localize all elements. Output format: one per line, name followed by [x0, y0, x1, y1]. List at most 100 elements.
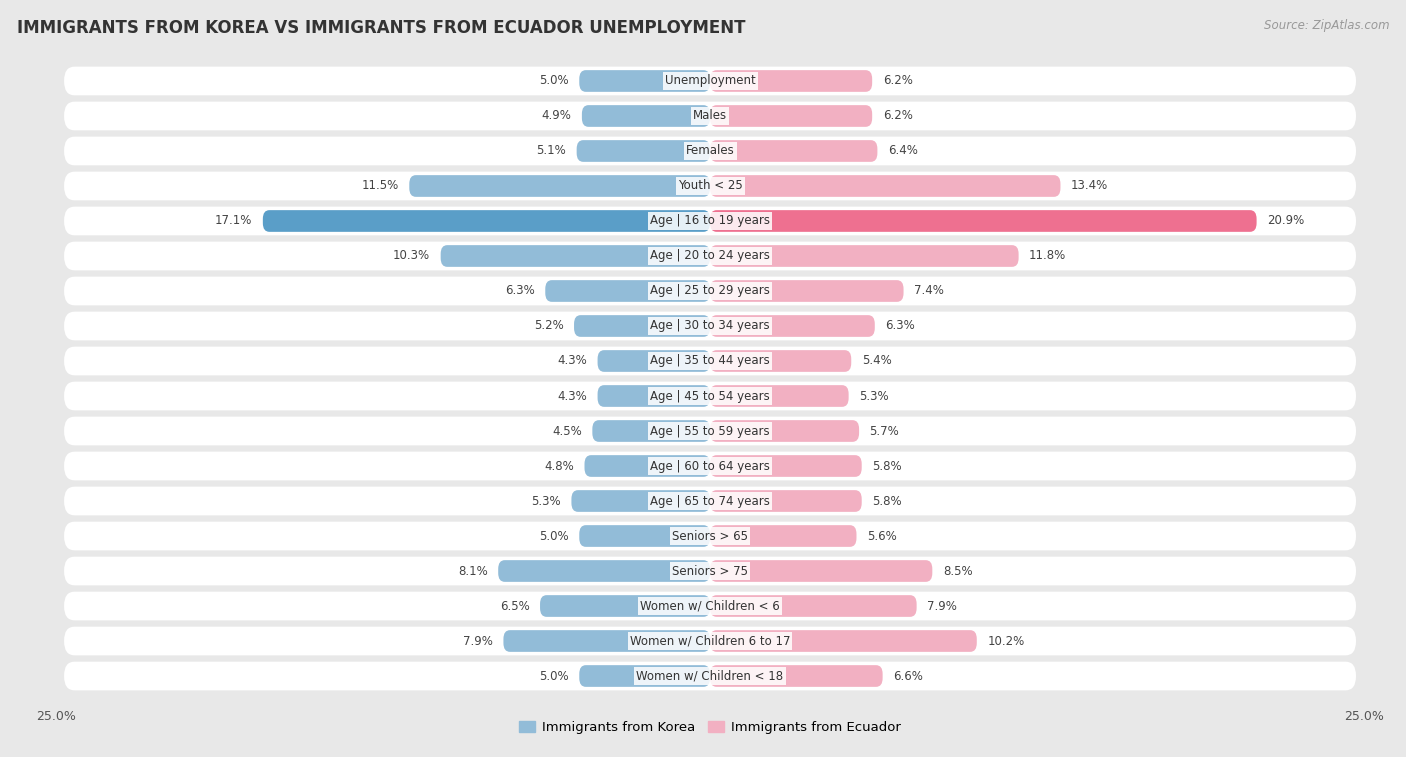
- FancyBboxPatch shape: [65, 312, 1355, 341]
- FancyBboxPatch shape: [65, 452, 1355, 481]
- Text: 7.4%: 7.4%: [914, 285, 943, 298]
- FancyBboxPatch shape: [65, 662, 1355, 690]
- FancyBboxPatch shape: [582, 105, 710, 127]
- FancyBboxPatch shape: [576, 140, 710, 162]
- FancyBboxPatch shape: [65, 241, 1355, 270]
- Text: 5.0%: 5.0%: [538, 669, 569, 683]
- Text: Source: ZipAtlas.com: Source: ZipAtlas.com: [1264, 19, 1389, 32]
- FancyBboxPatch shape: [65, 172, 1355, 201]
- FancyBboxPatch shape: [710, 595, 917, 617]
- FancyBboxPatch shape: [710, 140, 877, 162]
- FancyBboxPatch shape: [592, 420, 710, 442]
- FancyBboxPatch shape: [574, 315, 710, 337]
- Text: 4.8%: 4.8%: [544, 459, 574, 472]
- FancyBboxPatch shape: [65, 137, 1355, 165]
- FancyBboxPatch shape: [598, 350, 710, 372]
- FancyBboxPatch shape: [409, 175, 710, 197]
- FancyBboxPatch shape: [65, 487, 1355, 516]
- Text: Women w/ Children < 6: Women w/ Children < 6: [640, 600, 780, 612]
- FancyBboxPatch shape: [710, 665, 883, 687]
- FancyBboxPatch shape: [540, 595, 710, 617]
- Text: 11.5%: 11.5%: [361, 179, 399, 192]
- Text: 4.3%: 4.3%: [557, 354, 588, 367]
- Text: 5.4%: 5.4%: [862, 354, 891, 367]
- Legend: Immigrants from Korea, Immigrants from Ecuador: Immigrants from Korea, Immigrants from E…: [515, 716, 905, 740]
- Text: Age | 45 to 54 years: Age | 45 to 54 years: [650, 390, 770, 403]
- FancyBboxPatch shape: [579, 665, 710, 687]
- Text: Age | 16 to 19 years: Age | 16 to 19 years: [650, 214, 770, 228]
- FancyBboxPatch shape: [710, 385, 849, 407]
- Text: Age | 55 to 59 years: Age | 55 to 59 years: [650, 425, 770, 438]
- FancyBboxPatch shape: [65, 556, 1355, 585]
- Text: Age | 20 to 24 years: Age | 20 to 24 years: [650, 250, 770, 263]
- FancyBboxPatch shape: [65, 67, 1355, 95]
- Text: 7.9%: 7.9%: [463, 634, 494, 647]
- FancyBboxPatch shape: [710, 630, 977, 652]
- Text: 17.1%: 17.1%: [215, 214, 253, 228]
- Text: 5.8%: 5.8%: [872, 494, 901, 507]
- FancyBboxPatch shape: [65, 382, 1355, 410]
- FancyBboxPatch shape: [710, 420, 859, 442]
- Text: Women w/ Children < 18: Women w/ Children < 18: [637, 669, 783, 683]
- FancyBboxPatch shape: [65, 101, 1355, 130]
- FancyBboxPatch shape: [710, 105, 872, 127]
- Text: 4.9%: 4.9%: [541, 110, 571, 123]
- Text: 5.3%: 5.3%: [531, 494, 561, 507]
- FancyBboxPatch shape: [571, 490, 710, 512]
- FancyBboxPatch shape: [710, 350, 851, 372]
- FancyBboxPatch shape: [710, 315, 875, 337]
- FancyBboxPatch shape: [65, 276, 1355, 305]
- FancyBboxPatch shape: [585, 455, 710, 477]
- Text: 8.5%: 8.5%: [943, 565, 973, 578]
- Text: 10.3%: 10.3%: [394, 250, 430, 263]
- FancyBboxPatch shape: [65, 347, 1355, 375]
- Text: Females: Females: [686, 145, 734, 157]
- Text: 11.8%: 11.8%: [1029, 250, 1066, 263]
- Text: 5.7%: 5.7%: [869, 425, 900, 438]
- Text: 6.2%: 6.2%: [883, 74, 912, 88]
- Text: 7.9%: 7.9%: [927, 600, 957, 612]
- FancyBboxPatch shape: [710, 560, 932, 582]
- FancyBboxPatch shape: [710, 210, 1257, 232]
- Text: 6.3%: 6.3%: [505, 285, 534, 298]
- FancyBboxPatch shape: [65, 522, 1355, 550]
- Text: 4.5%: 4.5%: [553, 425, 582, 438]
- FancyBboxPatch shape: [65, 592, 1355, 620]
- FancyBboxPatch shape: [710, 280, 904, 302]
- Text: 4.3%: 4.3%: [557, 390, 588, 403]
- FancyBboxPatch shape: [263, 210, 710, 232]
- Text: 5.6%: 5.6%: [868, 529, 897, 543]
- FancyBboxPatch shape: [546, 280, 710, 302]
- FancyBboxPatch shape: [710, 175, 1060, 197]
- FancyBboxPatch shape: [65, 207, 1355, 235]
- Text: Unemployment: Unemployment: [665, 74, 755, 88]
- Text: 13.4%: 13.4%: [1071, 179, 1108, 192]
- Text: 20.9%: 20.9%: [1267, 214, 1305, 228]
- FancyBboxPatch shape: [503, 630, 710, 652]
- Text: Age | 60 to 64 years: Age | 60 to 64 years: [650, 459, 770, 472]
- Text: Males: Males: [693, 110, 727, 123]
- FancyBboxPatch shape: [710, 490, 862, 512]
- FancyBboxPatch shape: [65, 627, 1355, 656]
- Text: 5.1%: 5.1%: [537, 145, 567, 157]
- Text: 5.0%: 5.0%: [538, 74, 569, 88]
- Text: 6.4%: 6.4%: [887, 145, 918, 157]
- Text: 5.0%: 5.0%: [538, 529, 569, 543]
- Text: 10.2%: 10.2%: [987, 634, 1025, 647]
- Text: Age | 25 to 29 years: Age | 25 to 29 years: [650, 285, 770, 298]
- Text: Age | 35 to 44 years: Age | 35 to 44 years: [650, 354, 770, 367]
- Text: 6.3%: 6.3%: [886, 319, 915, 332]
- FancyBboxPatch shape: [579, 525, 710, 547]
- Text: Women w/ Children 6 to 17: Women w/ Children 6 to 17: [630, 634, 790, 647]
- Text: 8.1%: 8.1%: [458, 565, 488, 578]
- Text: Age | 65 to 74 years: Age | 65 to 74 years: [650, 494, 770, 507]
- Text: 6.5%: 6.5%: [501, 600, 530, 612]
- FancyBboxPatch shape: [440, 245, 710, 267]
- Text: Seniors > 75: Seniors > 75: [672, 565, 748, 578]
- Text: 5.2%: 5.2%: [534, 319, 564, 332]
- Text: Youth < 25: Youth < 25: [678, 179, 742, 192]
- Text: 6.6%: 6.6%: [893, 669, 922, 683]
- FancyBboxPatch shape: [579, 70, 710, 92]
- Text: IMMIGRANTS FROM KOREA VS IMMIGRANTS FROM ECUADOR UNEMPLOYMENT: IMMIGRANTS FROM KOREA VS IMMIGRANTS FROM…: [17, 19, 745, 37]
- FancyBboxPatch shape: [710, 70, 872, 92]
